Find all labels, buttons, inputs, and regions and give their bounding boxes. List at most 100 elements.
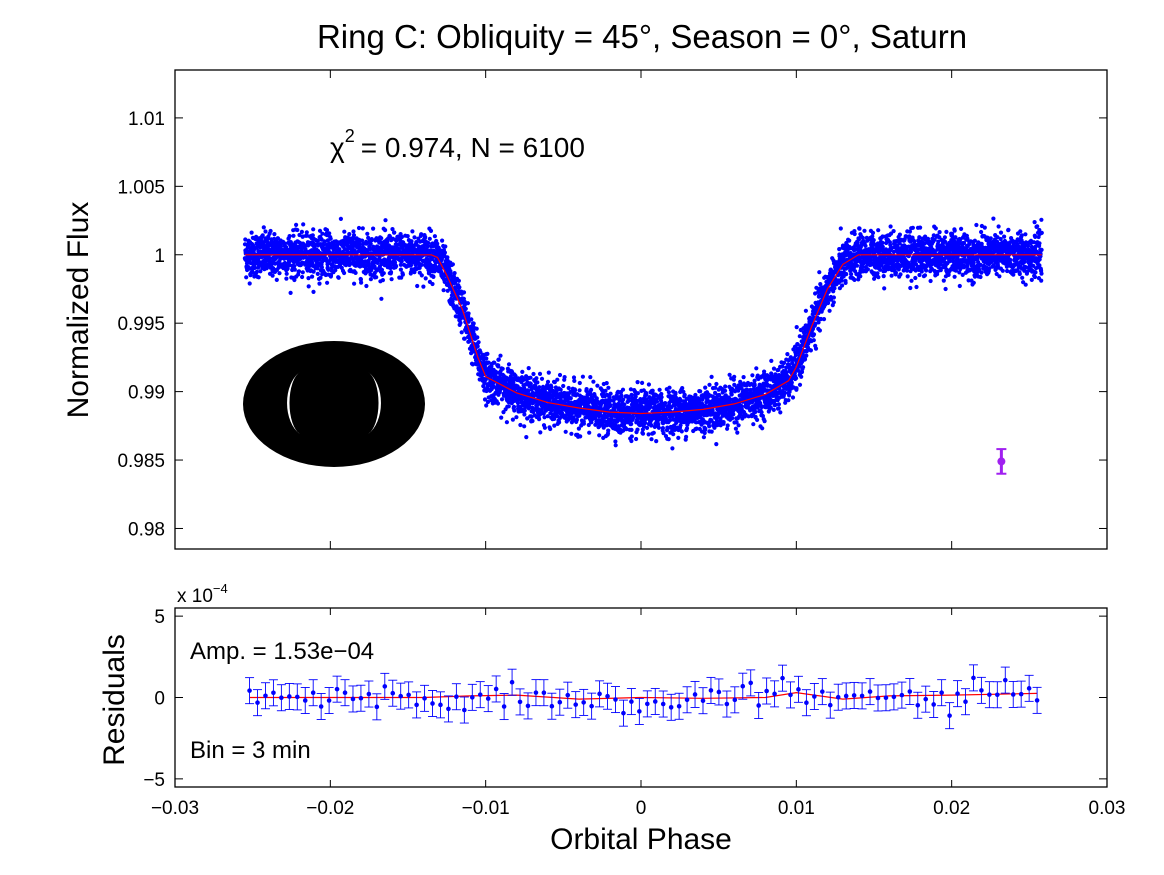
flux-data-point bbox=[762, 419, 767, 424]
flux-data-point bbox=[604, 381, 609, 386]
flux-data-point bbox=[338, 216, 343, 221]
flux-data-point bbox=[880, 240, 885, 245]
flux-data-point bbox=[342, 229, 347, 234]
flux-panel: Ring C: Obliquity = 45°, Season = 0°, Sa… bbox=[62, 18, 1108, 550]
flux-data-point bbox=[291, 233, 296, 238]
flux-data-point bbox=[651, 430, 656, 435]
flux-data-point bbox=[247, 281, 252, 286]
flux-data-point bbox=[808, 348, 814, 353]
flux-data-point bbox=[430, 281, 435, 287]
flux-data-point bbox=[379, 296, 384, 301]
flux-data-point bbox=[875, 271, 880, 276]
flux-data-point bbox=[394, 264, 399, 269]
flux-data-point bbox=[270, 273, 275, 278]
flux-data-point bbox=[660, 426, 666, 431]
flux-data-point bbox=[388, 265, 393, 271]
flux-data-point bbox=[475, 335, 480, 340]
flux-data-point bbox=[423, 235, 428, 240]
flux-data-point bbox=[379, 236, 384, 241]
flux-data-point bbox=[319, 265, 324, 270]
flux-data-point bbox=[440, 238, 445, 243]
flux-data-point bbox=[432, 234, 437, 239]
flux-data-point bbox=[409, 239, 414, 244]
flux-data-point bbox=[577, 380, 582, 386]
flux-data-point bbox=[254, 269, 259, 274]
flux-data-point bbox=[427, 236, 432, 241]
flux-data-point bbox=[709, 429, 714, 434]
flux-data-point bbox=[419, 232, 424, 237]
flux-data-point bbox=[790, 395, 796, 400]
flux-data-point bbox=[300, 274, 305, 280]
flux-data-point bbox=[578, 434, 583, 439]
flux-data-point bbox=[243, 237, 248, 242]
flux-data-point bbox=[400, 272, 405, 277]
flux-data-point bbox=[486, 360, 491, 365]
flux-data-point bbox=[388, 270, 394, 275]
flux-data-point bbox=[442, 250, 447, 255]
flux-data-point bbox=[416, 244, 421, 249]
flux-data-point bbox=[844, 272, 849, 277]
flux-data-point bbox=[465, 301, 470, 306]
flux-data-point bbox=[531, 371, 536, 377]
flux-data-point bbox=[256, 275, 261, 280]
flux-data-point bbox=[619, 393, 624, 398]
flux-data-point bbox=[369, 237, 374, 242]
flux-data-point bbox=[888, 224, 893, 229]
flux-data-point bbox=[423, 276, 428, 281]
flux-data-point bbox=[534, 376, 539, 381]
flux-data-point bbox=[424, 247, 429, 252]
flux-data-point bbox=[589, 420, 594, 425]
flux-data-point bbox=[563, 429, 568, 434]
flux-data-point bbox=[754, 366, 759, 371]
flux-data-point bbox=[450, 262, 455, 267]
flux-data-point bbox=[670, 446, 675, 451]
flux-data-point bbox=[451, 274, 456, 279]
flux-data-point bbox=[832, 286, 837, 291]
flux-data-point bbox=[759, 410, 764, 415]
flux-data-point bbox=[769, 358, 774, 363]
flux-data-point bbox=[522, 412, 527, 417]
flux-data-point bbox=[506, 404, 511, 409]
flux-data-point bbox=[891, 229, 896, 234]
flux-data-point bbox=[750, 373, 755, 378]
flux-data-point bbox=[295, 227, 300, 233]
flux-data-point bbox=[676, 435, 681, 440]
flux-data-point bbox=[390, 227, 395, 232]
flux-data-point bbox=[545, 414, 550, 419]
flux-data-point bbox=[499, 415, 504, 420]
flux-data-point bbox=[294, 222, 299, 227]
flux-data-point bbox=[452, 271, 457, 276]
flux-data-point bbox=[870, 230, 876, 235]
flux-data-point bbox=[657, 387, 662, 392]
flux-data-point bbox=[889, 273, 894, 278]
flux-data-point bbox=[667, 385, 672, 390]
flux-data-point bbox=[347, 232, 352, 237]
flux-data-point bbox=[703, 426, 708, 431]
flux-data-point bbox=[588, 375, 593, 380]
flux-data-point bbox=[496, 363, 501, 368]
flux-data-point bbox=[274, 277, 279, 282]
flux-data-point bbox=[552, 423, 557, 428]
flux-data-point bbox=[512, 408, 517, 413]
flux-data-point bbox=[306, 276, 311, 281]
flux-data-point bbox=[725, 423, 730, 428]
flux-data-point bbox=[586, 422, 591, 428]
flux-data-point bbox=[466, 311, 471, 316]
flux-data-point bbox=[865, 267, 871, 272]
flux-data-point bbox=[392, 260, 398, 265]
flux-data-point bbox=[360, 226, 365, 231]
flux-data-point bbox=[260, 233, 265, 238]
flux-data-point bbox=[484, 356, 489, 361]
flux-data-point bbox=[317, 281, 322, 286]
flux-data-point bbox=[522, 408, 527, 413]
flux-data-point bbox=[328, 236, 333, 241]
flux-data-point bbox=[595, 383, 600, 388]
flux-data-point bbox=[389, 277, 394, 282]
flux-data-point bbox=[462, 336, 467, 341]
flux-data-point bbox=[574, 417, 580, 422]
flux-data-point bbox=[315, 238, 320, 243]
flux-data-point bbox=[732, 374, 737, 379]
flux-data-point bbox=[306, 284, 311, 289]
flux-data-point bbox=[831, 295, 837, 300]
